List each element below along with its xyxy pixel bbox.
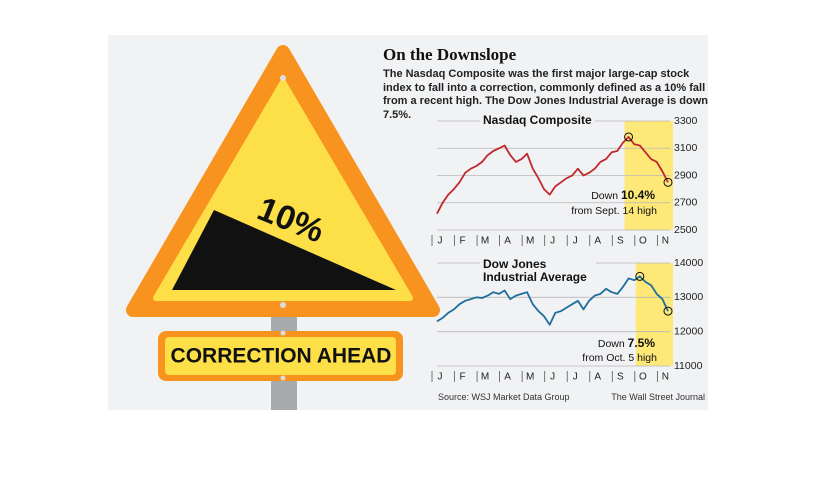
annotation: Down 7.5% [598, 336, 655, 350]
annotation-change: 7.5% [628, 336, 656, 350]
x-tick-label: J [573, 372, 578, 383]
line [436, 275, 669, 326]
y-tick-label: 2500 [674, 224, 698, 236]
y-tick-label: 3100 [674, 142, 698, 154]
x-tick-label: J [438, 236, 443, 247]
x-tick-label: N [662, 236, 669, 247]
y-tick-label: 2900 [674, 169, 698, 181]
y-tick-label: 14000 [674, 257, 703, 269]
banner-text: CORRECTION AHEAD [171, 345, 392, 368]
annotation-prefix: Down [598, 338, 625, 350]
x-tick-label: J [550, 372, 555, 383]
point-marker [635, 271, 645, 281]
x-tick-label: S [617, 236, 624, 247]
annotation-prefix: Down [591, 190, 618, 202]
point-marker [624, 132, 634, 142]
bolt [280, 302, 286, 308]
x-tick-label: F [459, 372, 465, 383]
x-tick-label: M [526, 372, 534, 383]
x-tick-label: O [639, 236, 647, 247]
line [436, 136, 669, 215]
x-tick-label: A [504, 236, 511, 247]
chart-title: Nasdaq Composite [480, 114, 595, 127]
credit: The Wall Street Journal [611, 392, 705, 402]
point-marker [663, 177, 673, 187]
x-tick-label: M [481, 236, 489, 247]
x-tick-label: M [526, 236, 534, 247]
x-tick-label: J [550, 236, 555, 247]
point-marker [663, 306, 673, 316]
x-tick-label: O [639, 372, 647, 383]
source: Source: WSJ Market Data Group [438, 392, 570, 402]
bolt [280, 330, 286, 336]
x-tick-label: F [459, 236, 465, 247]
title: On the Downslope [383, 45, 517, 64]
x-tick-label: N [662, 372, 669, 383]
slope [172, 210, 396, 290]
annotation-change: 10.4% [621, 188, 655, 202]
x-tick-label: S [617, 372, 624, 383]
x-tick-label: A [594, 236, 601, 247]
y-tick-label: 12000 [674, 325, 703, 337]
x-tick-label: M [481, 372, 489, 383]
x-tick-label: J [573, 236, 578, 247]
y-tick-label: 13000 [674, 291, 703, 303]
x-tick-label: A [594, 372, 601, 383]
y-tick-label: 2700 [674, 197, 698, 209]
bolt [280, 75, 286, 81]
annotation-note: from Sept. 14 high [571, 205, 657, 217]
annotation-note: from Oct. 5 high [582, 352, 657, 364]
annotation: Down 10.4% [591, 188, 655, 202]
y-tick-label: 11000 [674, 360, 703, 372]
subtitle: The Nasdaq Composite was the first major… [383, 68, 708, 121]
y-tick-label: 3300 [674, 115, 698, 127]
x-tick-label: J [438, 372, 443, 383]
banner-face [165, 337, 396, 375]
x-tick-label: A [504, 372, 511, 383]
bolt [280, 375, 286, 381]
chart-title: Dow Jones Industrial Average [480, 258, 596, 284]
